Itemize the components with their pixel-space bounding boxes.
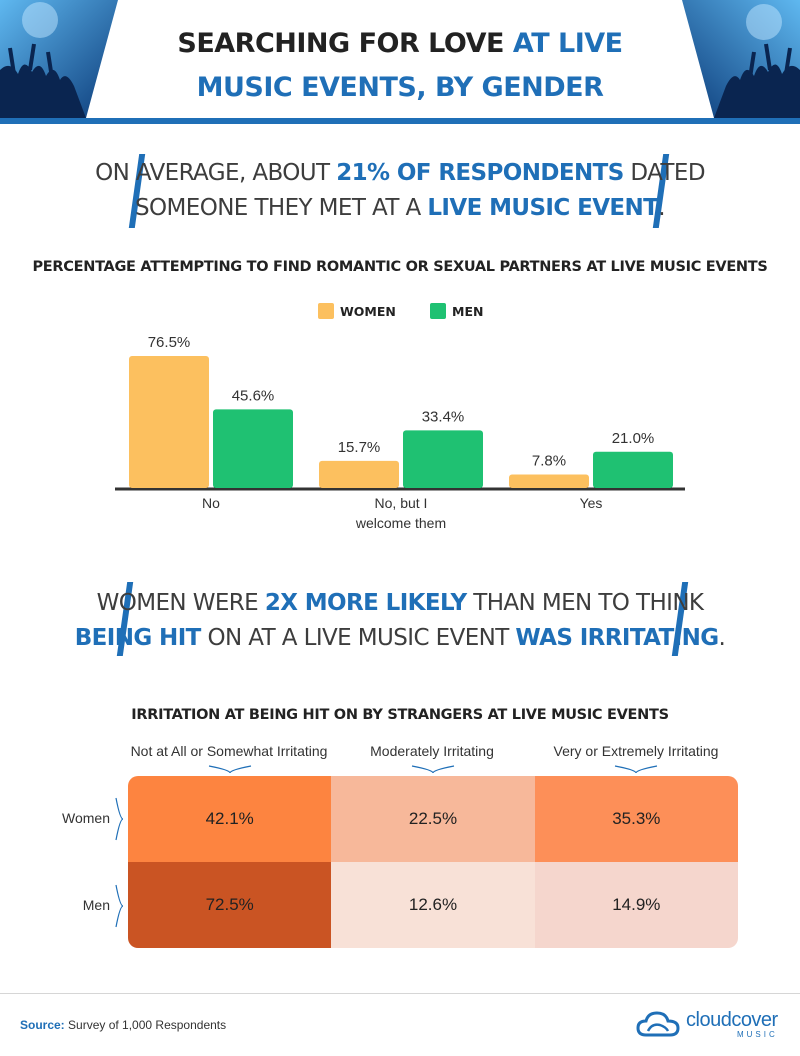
callout-irritating: Women were 2x more likely than men to th… bbox=[0, 586, 800, 656]
row-brace-icon bbox=[115, 797, 124, 841]
header-divider bbox=[0, 118, 800, 124]
heatmap-column-moderately: Moderately Irritating bbox=[370, 743, 494, 759]
callout1-end: . bbox=[658, 195, 665, 221]
callout1-mid: dated bbox=[623, 160, 705, 186]
bar-value-label: 76.5% bbox=[148, 334, 191, 351]
callout2-highlight-likely: 2x more likely bbox=[264, 590, 467, 616]
heatmap-column-very: Very or Extremely Irritating bbox=[553, 743, 719, 759]
bar-men-1 bbox=[403, 430, 483, 488]
bar-women-2 bbox=[509, 474, 589, 488]
legend-swatch-women bbox=[318, 303, 334, 319]
header: Searching for Love at Live Music Events,… bbox=[0, 0, 800, 118]
callout-dated: On average, about 21% of respondents dat… bbox=[0, 156, 800, 226]
heatmap-cell: 42.1% bbox=[128, 776, 332, 862]
logo-sub-text: MUSIC bbox=[736, 1029, 778, 1039]
page-title: Searching for Love at Live Music Events,… bbox=[0, 22, 800, 110]
title-part3: Music Events, by Gender bbox=[196, 72, 604, 103]
bar-women-1 bbox=[319, 460, 399, 488]
callout1-line2-pre: someone they met at a bbox=[135, 195, 428, 221]
heatmap-row-women: Women bbox=[62, 810, 110, 826]
heatmap-column-not-at-all: Not at All or Somewhat Irritating bbox=[130, 743, 328, 759]
bar-value-label: 7.8% bbox=[532, 453, 566, 470]
source-text: Survey of 1,000 Respondents bbox=[64, 1018, 227, 1032]
title-part2: at Live bbox=[512, 28, 623, 59]
heatmap-cell: 22.5% bbox=[331, 776, 535, 862]
callout1-highlight-event: live music event bbox=[427, 195, 659, 221]
bar-value-label: 15.7% bbox=[338, 439, 381, 456]
concert-crowd-image-right bbox=[660, 0, 800, 118]
column-brace-icon bbox=[411, 765, 455, 774]
source-label: Source: bbox=[20, 1018, 65, 1032]
heatmap-cell: 14.9% bbox=[534, 862, 738, 948]
heatmap-cell: 72.5% bbox=[128, 862, 332, 948]
callout2-pre: Women were bbox=[96, 590, 265, 616]
callout2-end: . bbox=[718, 625, 726, 651]
heatmap-row-men: Men bbox=[82, 897, 110, 913]
column-brace-icon bbox=[208, 765, 252, 774]
bar-value-label: 45.6% bbox=[232, 387, 275, 404]
callout1-pre: On average, about bbox=[95, 160, 337, 186]
legend-swatch-men bbox=[430, 303, 446, 319]
callout2-highlight-irritating: was irritating bbox=[515, 625, 719, 651]
heatmap-cell: 35.3% bbox=[534, 776, 738, 862]
legend-item-men: Men bbox=[430, 301, 483, 321]
source-note: Source: Survey of 1,000 Respondents bbox=[20, 1018, 226, 1032]
cloudcover-logo: cloudcover MUSIC bbox=[636, 1006, 778, 1042]
heatmap-grid: 42.1% 22.5% 35.3% 72.5% 12.6% 14.9% bbox=[128, 776, 738, 948]
bar-chart-title: Percentage Attempting to Find Romantic o… bbox=[32, 259, 768, 275]
heatmap-row-women-cells: 42.1% 22.5% 35.3% bbox=[128, 776, 738, 862]
bar-chart-legend: Women Men bbox=[0, 301, 800, 321]
heatmap-cell: 12.6% bbox=[331, 862, 535, 948]
row-brace-icon bbox=[115, 884, 124, 928]
category-label: Yes bbox=[580, 495, 603, 511]
callout2-mid2: on at a live music event bbox=[200, 625, 516, 651]
column-brace-icon bbox=[614, 765, 658, 774]
concert-crowd-image-left bbox=[0, 0, 140, 118]
title-part1: Searching for Love bbox=[177, 28, 504, 59]
bar-men-0 bbox=[213, 409, 293, 488]
bar-men-2 bbox=[593, 451, 673, 488]
logo-main-text: cloudcover bbox=[686, 1008, 778, 1031]
legend-item-women: Women bbox=[318, 301, 396, 321]
legend-label-men: Men bbox=[452, 303, 484, 319]
bar-value-label: 21.0% bbox=[612, 430, 655, 447]
category-label: No bbox=[202, 495, 220, 511]
callout2-mid: than men to think bbox=[466, 590, 704, 616]
callout1-highlight-respondents: 21% of respondents bbox=[336, 160, 624, 186]
heatmap-row-men-cells: 72.5% 12.6% 14.9% bbox=[128, 862, 738, 948]
cloud-logo-icon bbox=[636, 1011, 680, 1037]
footer-divider bbox=[0, 993, 800, 994]
bar-value-label: 33.4% bbox=[422, 408, 465, 425]
heatmap-title: Irritation at Being Hit On by Strangers … bbox=[131, 707, 669, 723]
bar-women-0 bbox=[129, 356, 209, 488]
callout2-highlight-hit: being hit bbox=[74, 625, 202, 651]
legend-label-women: Women bbox=[340, 303, 396, 319]
